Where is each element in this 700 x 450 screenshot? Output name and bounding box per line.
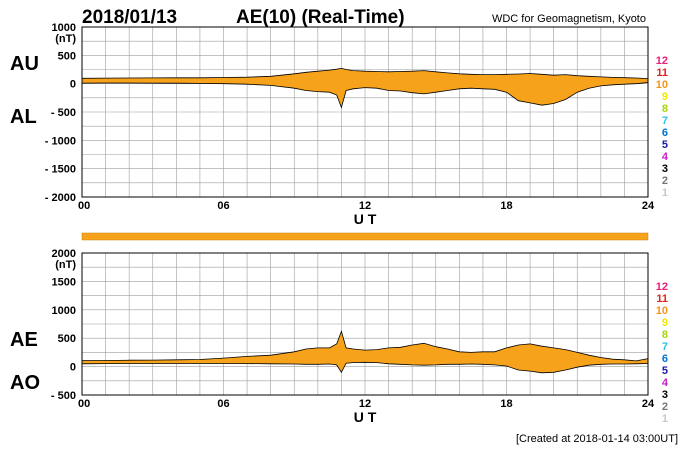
- ae-ao-panel: 2000 1500 1000 500 0 - 500 (nT) 00 06 12 18 24 U T AE…: [10, 248, 655, 425]
- y-tick-label: 0: [70, 79, 76, 91]
- station-count-label: 8: [662, 103, 668, 115]
- x-tick-label: 00: [78, 200, 90, 212]
- lower-index-label: AL: [10, 106, 37, 128]
- station-count-label: 2: [662, 175, 668, 187]
- station-count-label: 4: [662, 377, 669, 389]
- station-count-label: 7: [662, 341, 668, 353]
- created-timestamp: [Created at 2018-01-14 03:00UT]: [516, 433, 678, 445]
- y-tick-label: 1000: [52, 22, 76, 34]
- au-al-panel: 1000 500 0 - 500 - 1000 - 1500 - 2000 (nT) 00 06 1…: [10, 22, 655, 227]
- x-tick-label: 18: [500, 398, 512, 410]
- y-tick-label: - 1000: [45, 135, 76, 147]
- station-count-label: 3: [662, 163, 668, 175]
- station-count-label: 5: [662, 365, 668, 377]
- station-count-label: 11: [656, 293, 668, 305]
- y-tick-label: 2000: [52, 248, 76, 260]
- x-axis-label: U T: [354, 211, 377, 227]
- station-count-label: 6: [662, 127, 668, 139]
- station-count-label: 2: [662, 401, 668, 413]
- series-line-ae: [81, 330, 649, 362]
- station-count-label: 6: [662, 353, 668, 365]
- y-tick-label: - 500: [51, 107, 76, 119]
- station-count-label: 10: [656, 305, 668, 317]
- plot-frame: [81, 252, 649, 396]
- y-tick-label: 500: [58, 333, 76, 345]
- y-tick-label: 0: [70, 362, 76, 374]
- upper-index-label: AE: [10, 329, 38, 351]
- x-tick-label: 06: [217, 200, 229, 212]
- y-unit-label: (nT): [55, 33, 76, 45]
- x-tick-label: 24: [642, 200, 655, 212]
- station-count-label: 4: [662, 151, 669, 163]
- series-line-ao: [81, 361, 649, 374]
- y-tick-label: 1500: [52, 276, 76, 288]
- date-title: 2018/01/13: [82, 7, 177, 28]
- x-tick-label: 18: [500, 200, 512, 212]
- x-axis-label: U T: [354, 409, 377, 425]
- series-line-al: [81, 82, 649, 109]
- source-label: WDC for Geomagnetism, Kyoto: [492, 13, 646, 25]
- x-tick-label: 00: [78, 398, 90, 410]
- upper-index-label: AU: [10, 53, 39, 75]
- y-tick-label: 1000: [52, 305, 76, 317]
- station-count-label: 1: [662, 187, 668, 199]
- station-count-label: 1: [662, 413, 668, 425]
- x-tick-label: 06: [217, 398, 229, 410]
- station-count-label: 3: [662, 389, 668, 401]
- station-count-label: 12: [656, 55, 668, 67]
- data-coverage-bar: [81, 232, 649, 241]
- station-count-label: 10: [656, 79, 668, 91]
- y-tick-label: 500: [58, 50, 76, 62]
- station-count-label: 9: [662, 91, 668, 103]
- x-tick-label: 12: [359, 200, 371, 212]
- y-tick-label: - 500: [51, 390, 76, 402]
- series-band-fill: [82, 331, 648, 373]
- station-count-label: 12: [656, 281, 668, 293]
- y-tick-label: - 2000: [45, 192, 76, 204]
- plot-frame: [81, 26, 649, 198]
- station-count-label: 8: [662, 329, 668, 341]
- station-count-label: 9: [662, 317, 668, 329]
- station-count-label: 7: [662, 115, 668, 127]
- y-unit-label: (nT): [55, 259, 76, 271]
- station-count-label: 5: [662, 139, 668, 151]
- x-tick-label: 24: [642, 398, 655, 410]
- station-count-label: 11: [656, 67, 668, 79]
- series-line-au: [81, 67, 649, 79]
- x-tick-label: 12: [359, 398, 371, 410]
- y-tick-label: - 1500: [45, 164, 76, 176]
- chart-title: AE(10) (Real-Time): [236, 7, 405, 28]
- lower-index-label: AO: [10, 372, 40, 394]
- series-band-fill: [82, 68, 648, 108]
